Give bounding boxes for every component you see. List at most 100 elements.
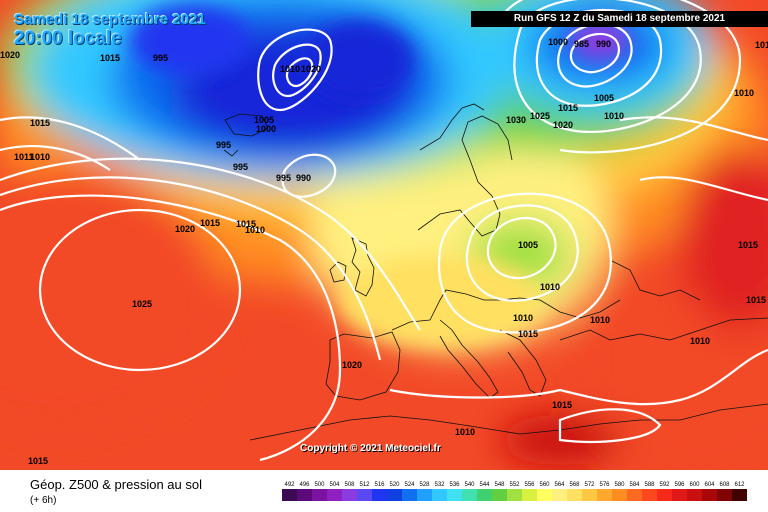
isobar-label: 1010 bbox=[455, 427, 475, 437]
legend-value: 516 bbox=[374, 482, 385, 488]
isobar-label: 1010 bbox=[604, 111, 624, 121]
legend-value: 504 bbox=[329, 482, 340, 488]
copyright: Copyright © 2021 Meteociel.fr bbox=[300, 443, 441, 454]
legend-value: 576 bbox=[599, 482, 610, 488]
legend-value: 596 bbox=[674, 482, 685, 488]
isobar-label: 1010 bbox=[590, 315, 610, 325]
legend-swatch bbox=[387, 489, 402, 501]
legend-swatch bbox=[357, 489, 372, 501]
legend-value: 600 bbox=[689, 482, 700, 488]
isobar-label: 1020 bbox=[301, 64, 321, 74]
legend-value: 556 bbox=[524, 482, 535, 488]
legend-swatch bbox=[627, 489, 642, 501]
legend-value: 580 bbox=[614, 482, 625, 488]
legend-swatch bbox=[327, 489, 342, 501]
legend-swatch bbox=[492, 489, 507, 501]
weather-map: 1020 1015 1015 1011 995 1015 1010 1020 9… bbox=[0, 0, 768, 470]
isobar-label: 1010 bbox=[540, 282, 560, 292]
legend-value: 544 bbox=[479, 482, 490, 488]
isobar-label: 1011 bbox=[14, 152, 34, 162]
isobar-label: 1020 bbox=[342, 360, 362, 370]
isobar-label: 1020 bbox=[0, 50, 20, 60]
isobar-label: 1015 bbox=[200, 218, 220, 228]
legend-swatch bbox=[342, 489, 357, 501]
legend-swatch bbox=[597, 489, 612, 501]
legend-value: 512 bbox=[359, 482, 370, 488]
isobar-label: 995 bbox=[233, 162, 248, 172]
legend-swatch bbox=[687, 489, 702, 501]
isobar-label: 995 bbox=[216, 140, 231, 150]
isobar-label: 1015 bbox=[746, 295, 766, 305]
isobar-label: 1015 bbox=[30, 118, 50, 128]
isobar-1025 bbox=[38, 208, 242, 372]
isobar-label: 1010 bbox=[513, 313, 533, 323]
isobar-label: 995 bbox=[153, 53, 168, 63]
isobar-label: 1015 bbox=[558, 103, 578, 113]
legend-value: 528 bbox=[419, 482, 430, 488]
legend-value: 552 bbox=[509, 482, 520, 488]
isobar-label: 1020 bbox=[553, 120, 573, 130]
isobar-low-iceland bbox=[257, 28, 333, 112]
legend-swatch bbox=[537, 489, 552, 501]
local-time: 20:00 locale bbox=[14, 28, 122, 49]
legend-value: 536 bbox=[449, 482, 460, 488]
isobar-label: 1005 bbox=[594, 93, 614, 103]
isobar-label: 1025 bbox=[132, 299, 152, 309]
isobar-label: 1015 bbox=[738, 240, 758, 250]
legend-value: 584 bbox=[629, 482, 640, 488]
forecast-date: Samedi 18 septembre 2021 bbox=[14, 11, 206, 28]
legend-swatch bbox=[312, 489, 327, 501]
isobar-label: 1015 bbox=[28, 456, 48, 466]
coastlines bbox=[223, 103, 768, 441]
legend-swatch bbox=[462, 489, 477, 501]
legend-swatch bbox=[702, 489, 717, 501]
isobar-990 bbox=[281, 153, 337, 198]
legend-swatch bbox=[522, 489, 537, 501]
legend-value: 508 bbox=[344, 482, 355, 488]
isobar-label: 1030 bbox=[506, 115, 526, 125]
legend-value: 532 bbox=[434, 482, 445, 488]
legend-value: 520 bbox=[389, 482, 400, 488]
legend-swatch bbox=[582, 489, 597, 501]
legend-value: 604 bbox=[704, 482, 715, 488]
color-legend: 492 496 500 504 508 512 516 520 524 528 532 536 540 5… bbox=[282, 482, 747, 501]
isobar-label: 990 bbox=[596, 39, 611, 49]
isobar-1005 bbox=[487, 217, 557, 280]
isobar-label: 1010 bbox=[280, 64, 300, 74]
legend-swatch bbox=[432, 489, 447, 501]
field-title: Géop. Z500 & pression au sol bbox=[30, 477, 202, 492]
isobar-label: 1005 bbox=[254, 115, 274, 125]
isobar-label: 985 bbox=[574, 39, 589, 49]
legend-value: 548 bbox=[494, 482, 505, 488]
legend-swatch bbox=[402, 489, 417, 501]
legend-swatch bbox=[447, 489, 462, 501]
legend-value: 524 bbox=[404, 482, 415, 488]
legend-swatch bbox=[507, 489, 522, 501]
map-footer: Géop. Z500 & pression au sol (+ 6h) 492 4… bbox=[0, 470, 768, 512]
isobar-label: 1015 bbox=[552, 400, 572, 410]
legend-value: 588 bbox=[644, 482, 655, 488]
isobars bbox=[0, 0, 768, 462]
isobar-label: 1015 bbox=[518, 329, 538, 339]
legend-value: 572 bbox=[584, 482, 595, 488]
isobar-label: 1015 bbox=[755, 40, 768, 50]
isobar-label: 1015 bbox=[100, 53, 120, 63]
legend-value: 540 bbox=[464, 482, 475, 488]
isobar-label: 995 bbox=[276, 173, 291, 183]
legend-value: 564 bbox=[554, 482, 565, 488]
isobar-label: 1005 bbox=[518, 240, 538, 250]
legend-value: 592 bbox=[659, 482, 670, 488]
legend-swatch bbox=[297, 489, 312, 501]
isobar-1015 bbox=[0, 176, 382, 361]
legend-swatch bbox=[417, 489, 432, 501]
legend-value: 612 bbox=[734, 482, 745, 488]
isobar-label: 1015 bbox=[236, 219, 256, 229]
isobar-label: 1025 bbox=[530, 111, 550, 121]
legend-swatch bbox=[717, 489, 732, 501]
legend-swatch bbox=[567, 489, 582, 501]
isobar-label: 1020 bbox=[175, 224, 195, 234]
isobar-label: 1010 bbox=[734, 88, 754, 98]
legend-value: 608 bbox=[719, 482, 730, 488]
isobar-label: 990 bbox=[296, 173, 311, 183]
legend-swatch bbox=[657, 489, 672, 501]
